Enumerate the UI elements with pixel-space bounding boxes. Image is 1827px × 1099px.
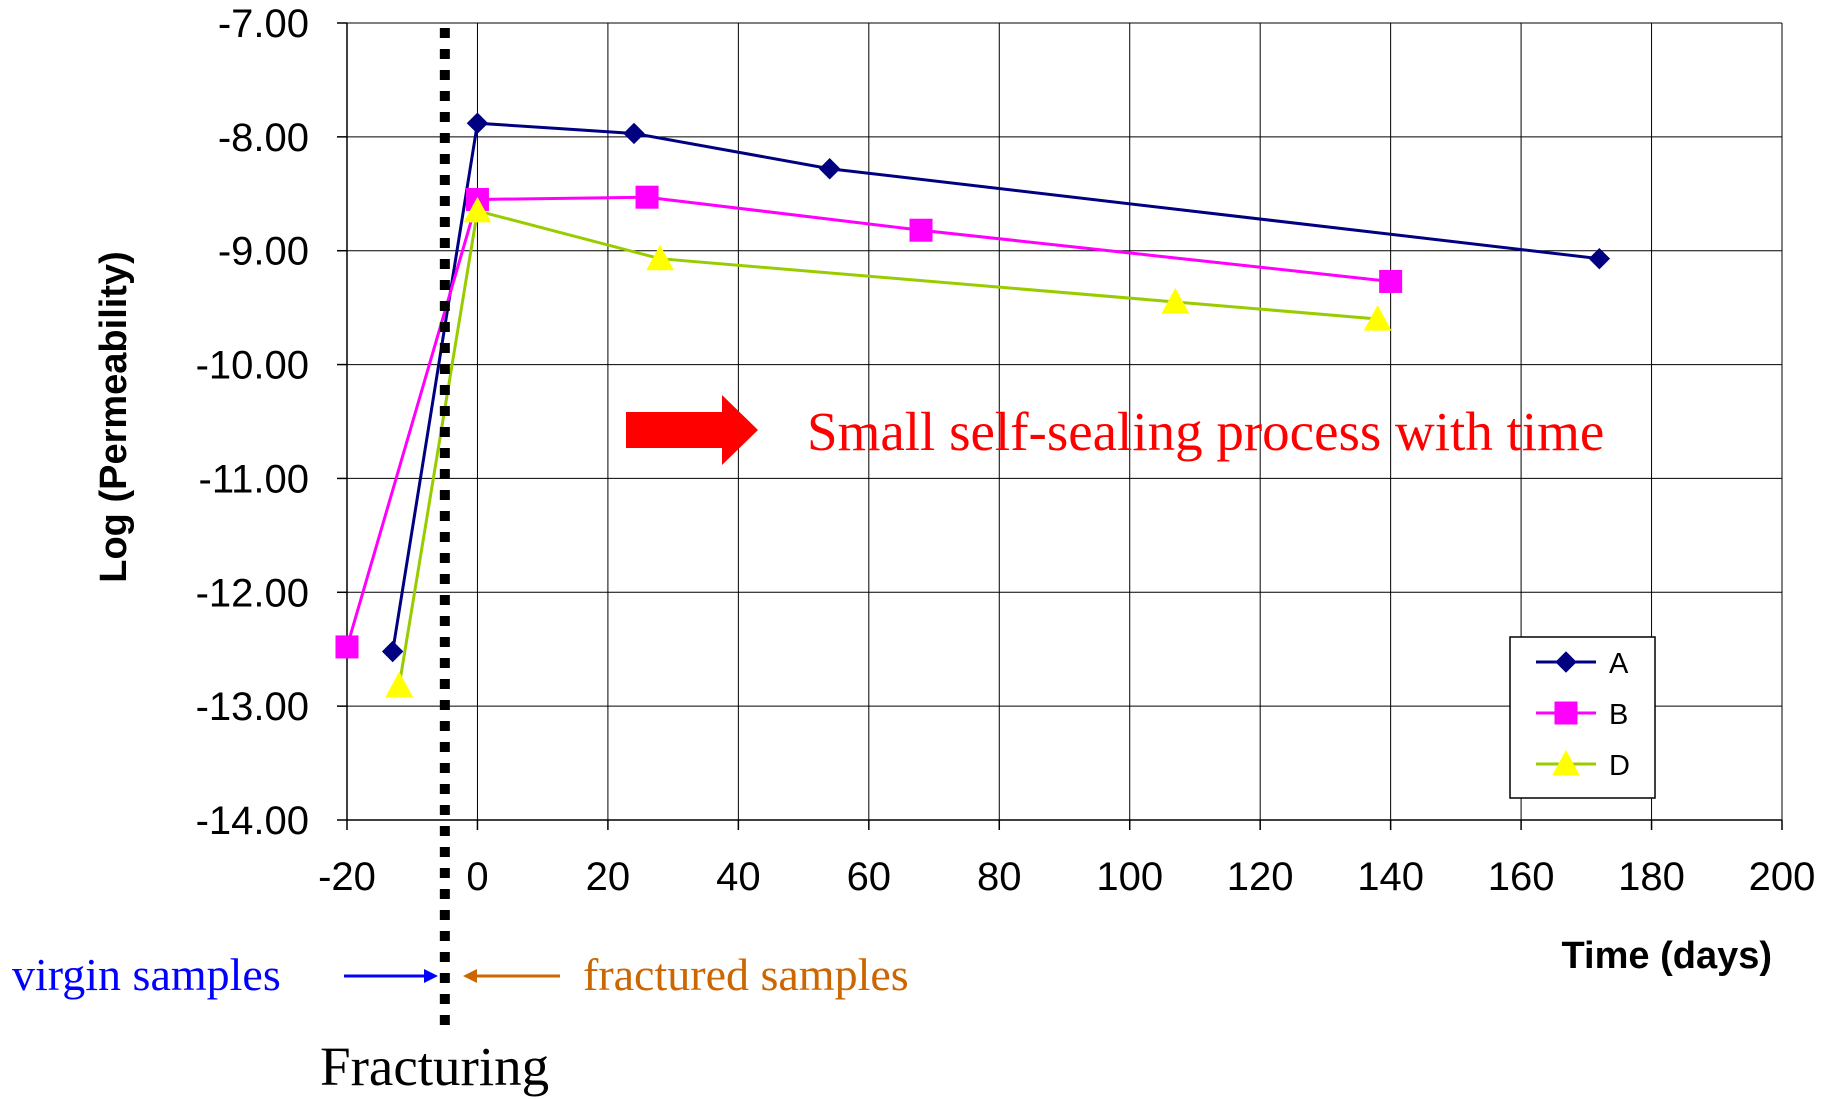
data-point-D xyxy=(1161,287,1190,314)
data-point-D xyxy=(1363,304,1392,331)
x-tick-label: 200 xyxy=(1749,855,1816,899)
data-point-A xyxy=(381,640,404,663)
right-arrow-icon xyxy=(626,395,758,465)
tick-labels: -20 0 20 40 60 80 100 120 140 160 180 200 -7.00 -8.00… xyxy=(196,2,1816,899)
data-point-D xyxy=(646,244,674,271)
x-tick-label: 60 xyxy=(847,855,892,899)
virgin-samples-label: virgin samples xyxy=(12,949,281,1000)
x-tick-label: 40 xyxy=(716,855,761,899)
legend: ABD xyxy=(1509,636,1656,799)
data-point-B xyxy=(635,185,659,209)
x-tick-label: 100 xyxy=(1096,855,1163,899)
y-tick-label: -13.00 xyxy=(196,685,309,729)
self-sealing-annotation: Small self-sealing process with time xyxy=(807,401,1604,462)
data-point-B xyxy=(909,218,933,242)
legend-item-B: B xyxy=(1536,699,1628,731)
x-tick-label: 0 xyxy=(466,855,488,899)
data-point-A xyxy=(1588,247,1611,270)
fractured-arrow-head xyxy=(463,969,477,983)
virgin-arrow-icon xyxy=(344,969,438,983)
x-tick-label: 180 xyxy=(1618,855,1685,899)
y-tick-label: -14.00 xyxy=(196,799,309,843)
data-point-B xyxy=(335,635,359,659)
legend-item-A: A xyxy=(1536,648,1629,680)
x-tick-label: 140 xyxy=(1357,855,1424,899)
legend-box xyxy=(1509,636,1656,799)
x-tick-label: -20 xyxy=(318,855,376,899)
x-tick-label: 120 xyxy=(1227,855,1294,899)
legend-label-A: A xyxy=(1609,648,1629,680)
fracturing-label: Fracturing xyxy=(320,1036,549,1097)
series-B xyxy=(335,185,1403,659)
legend-marker-D xyxy=(1552,749,1580,776)
y-axis-title: Log (Permeability) xyxy=(93,251,135,583)
x-axis-title: Time (days) xyxy=(1562,935,1772,977)
series-line-A xyxy=(391,121,1600,652)
data-point-D xyxy=(463,196,492,223)
y-tick-label: -9.00 xyxy=(218,230,309,274)
fractured-samples-label: fractured samples xyxy=(583,949,909,1000)
data-point-A xyxy=(623,122,645,145)
y-tick-label: -8.00 xyxy=(218,116,309,160)
x-tick-label: 20 xyxy=(586,855,631,899)
y-tick-label: -12.00 xyxy=(196,571,309,615)
legend-marker-B xyxy=(1554,701,1578,725)
series-D xyxy=(385,196,1392,698)
y-tick-label: -11.00 xyxy=(199,457,309,501)
x-tick-label: 80 xyxy=(977,855,1022,899)
legend-item-D: D xyxy=(1536,749,1630,782)
y-tick-label: -7.00 xyxy=(218,2,309,46)
fractured-arrow-icon xyxy=(463,969,560,983)
virgin-arrow-head xyxy=(424,969,438,983)
grid xyxy=(346,22,1783,821)
series xyxy=(335,112,1611,698)
data-point-A xyxy=(466,112,489,134)
axes xyxy=(337,22,1783,830)
legend-label-D: D xyxy=(1609,750,1630,782)
series-A xyxy=(381,112,1611,663)
legend-label-B: B xyxy=(1609,699,1628,731)
data-point-D xyxy=(385,671,414,698)
data-point-A xyxy=(818,158,841,180)
data-point-B xyxy=(1379,269,1403,293)
y-tick-label: -10.00 xyxy=(196,344,309,388)
x-tick-label: 160 xyxy=(1488,855,1555,899)
legend-marker-A xyxy=(1555,651,1577,673)
